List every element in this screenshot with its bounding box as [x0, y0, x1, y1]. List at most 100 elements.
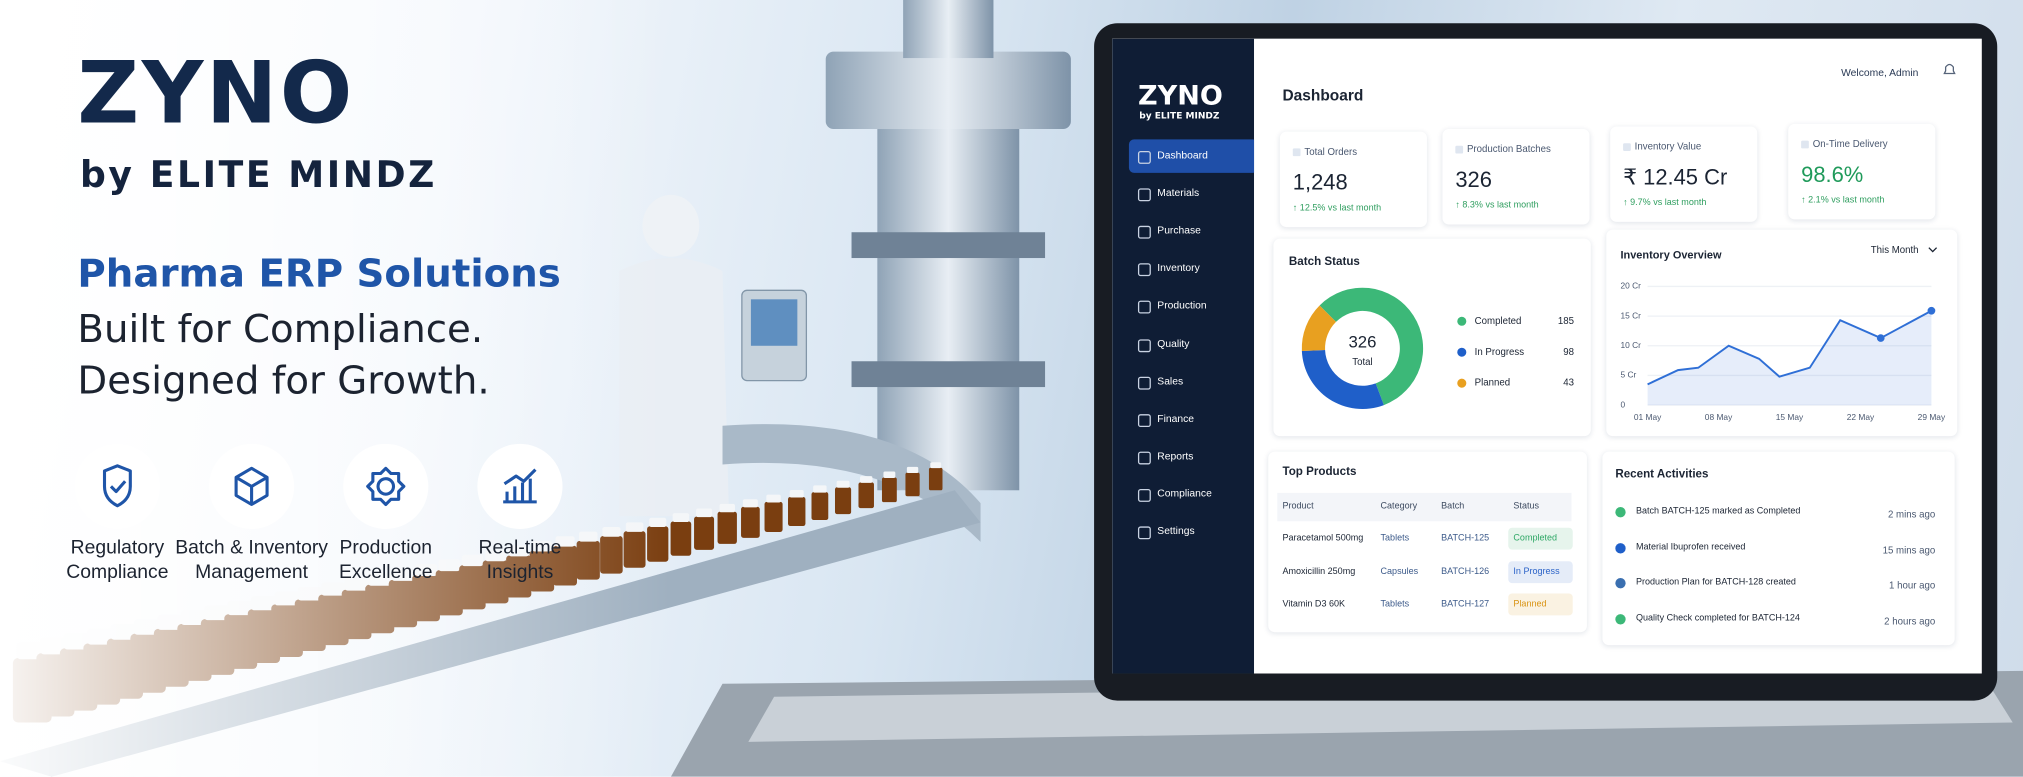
chart-title: Inventory Overview — [1620, 249, 1722, 261]
icon-circle — [74, 443, 160, 529]
donut-segment — [1301, 305, 1336, 351]
kpi-icon — [1292, 148, 1301, 157]
feature-label: Regulatory — [70, 536, 165, 559]
x-tick-label: 29 May — [1918, 412, 1946, 422]
icon-glyph — [503, 468, 537, 504]
bottle-cap — [742, 499, 758, 508]
feature-icon — [209, 443, 295, 529]
table-header: Batch — [1441, 501, 1465, 511]
table-header-bg — [1277, 492, 1572, 522]
bottle — [811, 492, 829, 521]
panel-card — [1606, 229, 1958, 437]
activity-text: Production Plan for BATCH-128 created — [1635, 578, 1796, 588]
kpi-label: On-Time Delivery — [1812, 138, 1888, 150]
logo: ZYNO — [77, 43, 355, 144]
table-header: Product — [1282, 501, 1314, 511]
menu-icon — [1137, 226, 1151, 239]
status-pill — [1508, 593, 1573, 616]
donut-center-label: Total — [1352, 357, 1372, 368]
menu-item[interactable]: Dashboard — [1157, 149, 1208, 162]
kpi-card: Production Batches 326 ↑ 8.3% vs last mont… — [1442, 129, 1590, 225]
feature-icon — [477, 443, 563, 529]
kpi-card: Inventory Value ₹ 12.45 Cr ↑ 9.7% vs last … — [1610, 126, 1758, 222]
table-cell: BATCH-126 — [1441, 567, 1490, 577]
bottle — [694, 516, 715, 550]
kpi-change: ↑ 8.3% vs last month — [1455, 201, 1539, 211]
kpi-label: Production Batches — [1466, 143, 1551, 155]
table-header: Category — [1380, 501, 1418, 511]
kpi-icon — [1455, 145, 1464, 154]
table-cell: Capsules — [1380, 567, 1419, 577]
bottle-cap — [719, 503, 735, 513]
bottle — [858, 482, 874, 509]
menu-icon — [1137, 451, 1151, 465]
status-pill — [1508, 527, 1573, 550]
menu-item[interactable]: Settings — [1157, 525, 1195, 537]
kpi-icon — [1623, 143, 1631, 151]
menu-icon — [1137, 413, 1151, 427]
kpi-value: 1,248 — [1292, 170, 1348, 195]
table-title: Top Products — [1282, 464, 1357, 478]
icon-circle — [477, 443, 563, 529]
donut-segment — [1301, 349, 1384, 409]
table-cell: Vitamin D3 60K — [1282, 599, 1346, 609]
menu-icon — [1137, 263, 1151, 277]
menu-item[interactable]: Compliance — [1157, 487, 1212, 500]
menu-item[interactable]: Quality — [1157, 337, 1190, 349]
feature-label: Real-time — [478, 536, 562, 559]
line — [1647, 309, 1932, 386]
kpi-value: 326 — [1455, 167, 1492, 193]
menu-item[interactable]: Materials — [1157, 187, 1200, 199]
activities-title: Recent Activities — [1615, 467, 1709, 480]
feature-icon — [343, 443, 429, 529]
feature-label: Compliance — [66, 561, 169, 584]
menu-item[interactable]: Inventory — [1157, 262, 1200, 274]
bottle-cap — [813, 485, 827, 493]
table-cell: Amoxicillin 250mg — [1282, 567, 1356, 577]
chart-title: Batch Status — [1289, 255, 1360, 268]
line-area — [1647, 310, 1932, 406]
bottle — [788, 496, 806, 527]
bottle — [717, 511, 737, 544]
sidebar-logo: ZYNO — [1137, 79, 1223, 111]
chart-filter[interactable]: This Month — [1871, 245, 1919, 256]
bottle-cap — [906, 466, 919, 474]
menu-item[interactable]: Sales — [1157, 374, 1184, 387]
menu-item[interactable]: Purchase — [1157, 224, 1201, 237]
byline: by ELITE MINDZ — [79, 153, 437, 197]
activity-text: Material Ibuprofen received — [1635, 542, 1746, 552]
activity-text: Batch BATCH-125 marked as Completed — [1635, 507, 1801, 517]
icon-glyph — [102, 464, 132, 508]
table-header: Status — [1513, 501, 1540, 511]
menu-item[interactable]: Finance — [1157, 412, 1195, 425]
bottle-cap — [883, 471, 896, 478]
kpi-value: ₹ 12.45 Cr — [1623, 165, 1728, 190]
kpi-card: Total Orders 1,248 ↑ 12.5% vs last month — [1279, 131, 1427, 228]
charts: Batch Status Completed 185 In Progress 98 Pla… — [1289, 245, 1946, 422]
point-marker — [1876, 334, 1885, 342]
bell-icon[interactable] — [1940, 61, 1958, 79]
y-tick-label: 5 Cr — [1620, 370, 1636, 380]
bottle — [670, 521, 692, 556]
activity-text: Quality Check completed for BATCH-124 — [1635, 614, 1800, 624]
bottle-cap — [860, 476, 873, 483]
activity-dot — [1615, 507, 1626, 518]
donut-segment — [1319, 287, 1424, 406]
bottle — [834, 487, 852, 515]
bottle — [741, 506, 760, 538]
activity-time: 1 hour ago — [1889, 579, 1936, 592]
menu-item[interactable]: Reports — [1157, 450, 1194, 462]
kpi-icon — [1801, 140, 1809, 149]
feature-label: Production — [339, 536, 433, 559]
bottle — [764, 501, 783, 532]
y-tick-label: 10 Cr — [1620, 340, 1641, 350]
sidebar-byline: by ELITE MINDZ — [1139, 110, 1220, 122]
activity-time: 2 hours ago — [1884, 615, 1936, 628]
panel-card — [1602, 451, 1955, 646]
dashboard-screen: ZYNO by ELITE MINDZ Dashboard Materials Purc… — [1112, 38, 1982, 674]
bottle — [881, 477, 897, 503]
page-title: Dashboard — [1282, 86, 1364, 105]
menu-item[interactable]: Production — [1157, 299, 1207, 312]
legend-value: 185 — [1558, 316, 1574, 327]
